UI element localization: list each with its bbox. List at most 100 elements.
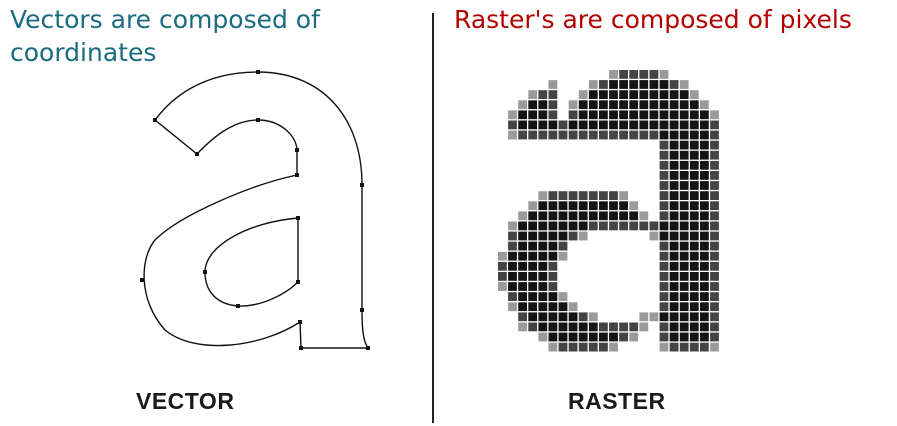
- raster-pixel: [609, 322, 618, 332]
- raster-pixel: [669, 231, 679, 241]
- raster-pixel: [538, 110, 548, 120]
- raster-pixel: [689, 211, 699, 221]
- raster-pixel: [659, 272, 669, 281]
- raster-pixel: [548, 201, 558, 211]
- raster-pixel: [548, 272, 558, 281]
- raster-pixel: [508, 282, 517, 291]
- raster-pixel: [578, 342, 588, 352]
- raster-pixel: [669, 342, 679, 352]
- raster-pixel: [689, 251, 699, 261]
- raster-pixel: [669, 221, 679, 231]
- raster-pixel: [558, 342, 568, 352]
- anchor-point: [298, 320, 302, 324]
- raster-pixel: [518, 241, 527, 251]
- raster-pixel: [659, 110, 669, 120]
- vector-caption: VECTOR: [136, 388, 235, 414]
- raster-pixel: [548, 80, 558, 89]
- raster-pixel: [679, 322, 689, 332]
- anchor-point: [295, 148, 299, 152]
- raster-pixel: [578, 332, 588, 342]
- raster-pixel: [568, 342, 578, 352]
- raster-pixel: [649, 110, 659, 120]
- vector-inner-contour: [204, 217, 299, 307]
- raster-pixel: [710, 231, 719, 241]
- raster-pixel: [710, 191, 719, 200]
- raster-pixel: [689, 130, 699, 140]
- raster-pixel: [669, 120, 679, 130]
- raster-pixel: [669, 150, 679, 160]
- raster-pixel: [518, 231, 527, 241]
- raster-heading: Raster's are composed of pixels: [454, 5, 852, 34]
- raster-pixel: [508, 130, 517, 140]
- raster-pixel: [558, 292, 568, 301]
- raster-pixel: [689, 302, 699, 312]
- raster-pixel: [599, 221, 608, 231]
- raster-pixel: [679, 312, 689, 322]
- raster-pixel: [619, 201, 628, 211]
- raster-pixel: [548, 231, 558, 241]
- raster-pixel: [548, 322, 558, 332]
- raster-pixel: [619, 80, 628, 89]
- raster-pixel: [568, 100, 578, 110]
- raster-pixel: [528, 201, 538, 211]
- raster-pixel: [578, 322, 588, 332]
- raster-pixel: [659, 171, 669, 180]
- raster-pixel: [669, 100, 679, 110]
- raster-pixel: [679, 110, 689, 120]
- raster-pixel: [548, 241, 558, 251]
- raster-pixel: [689, 90, 699, 99]
- raster-pixel: [599, 332, 608, 342]
- raster-pixel: [528, 90, 538, 99]
- raster-pixel: [578, 120, 588, 130]
- raster-pixel: [679, 160, 689, 170]
- raster-pixel: [659, 221, 669, 231]
- raster-pixel: [578, 221, 588, 231]
- raster-pixel: [659, 140, 669, 150]
- raster-pixel: [669, 261, 679, 271]
- raster-pixel: [700, 221, 709, 231]
- raster-pixel: [710, 110, 719, 120]
- raster-pixel: [498, 282, 507, 291]
- raster-pixel: [710, 322, 719, 332]
- raster-pixel: [508, 221, 517, 231]
- raster-pixel: [568, 322, 578, 332]
- raster-pixel: [538, 251, 548, 261]
- raster-pixel: [609, 130, 618, 140]
- raster-pixel: [548, 191, 558, 200]
- raster-pixel: [568, 221, 578, 231]
- anchor-point: [296, 216, 300, 220]
- raster-pixel: [508, 302, 517, 312]
- raster-pixel: [669, 211, 679, 221]
- raster-pixel: [518, 120, 527, 130]
- raster-pixel: [679, 342, 689, 352]
- raster-pixel: [578, 201, 588, 211]
- raster-pixel: [548, 120, 558, 130]
- raster-pixel: [679, 171, 689, 180]
- raster-pixel: [528, 302, 538, 312]
- raster-pixel: [609, 221, 618, 231]
- raster-pixel: [568, 231, 578, 241]
- raster-pixel: [659, 302, 669, 312]
- raster-pixel: [669, 302, 679, 312]
- raster-pixel: [578, 130, 588, 140]
- raster-pixel: [639, 221, 649, 231]
- raster-pixel: [639, 70, 649, 79]
- raster-pixel: [679, 251, 689, 261]
- raster-pixel: [710, 292, 719, 301]
- raster-pixel: [619, 322, 628, 332]
- raster-pixel: [508, 231, 517, 241]
- raster-pixel: [619, 90, 628, 99]
- raster-pixel: [518, 322, 527, 332]
- raster-pixel: [689, 231, 699, 241]
- raster-pixel: [599, 110, 608, 120]
- raster-pixel: [669, 241, 679, 251]
- raster-pixel: [659, 80, 669, 89]
- raster-pixel: [548, 251, 558, 261]
- raster-pixel: [659, 231, 669, 241]
- raster-pixel: [700, 140, 709, 150]
- raster-pixel: [619, 221, 628, 231]
- raster-pixel: [558, 201, 568, 211]
- raster-pixel: [700, 150, 709, 160]
- raster-pixel: [518, 272, 527, 281]
- raster-pixel: [609, 342, 618, 352]
